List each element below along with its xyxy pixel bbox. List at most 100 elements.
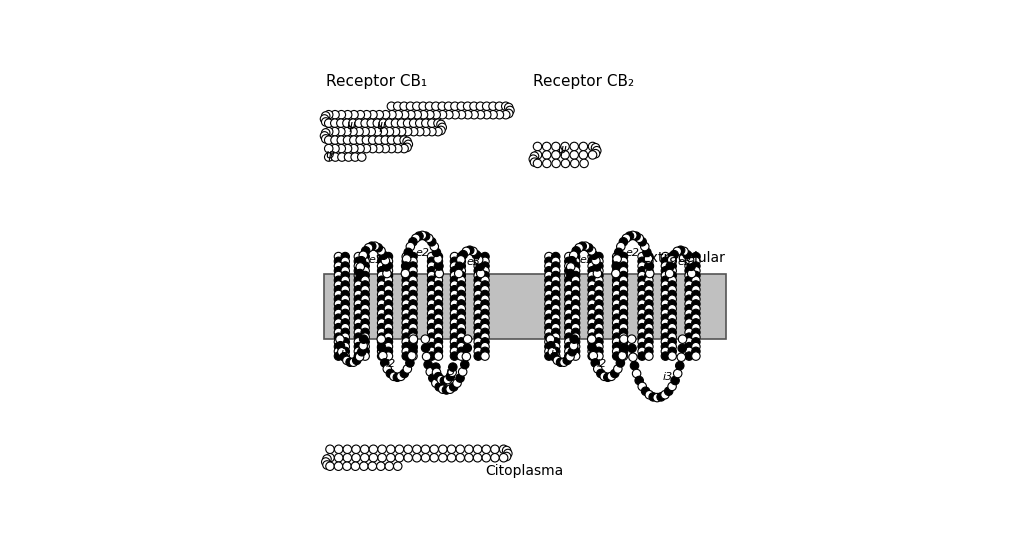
Circle shape bbox=[409, 347, 417, 356]
Circle shape bbox=[341, 347, 349, 356]
Circle shape bbox=[585, 244, 593, 252]
Circle shape bbox=[588, 343, 596, 352]
Circle shape bbox=[410, 128, 418, 136]
Circle shape bbox=[354, 323, 362, 332]
Circle shape bbox=[341, 276, 349, 284]
Circle shape bbox=[503, 446, 511, 455]
Circle shape bbox=[638, 382, 646, 390]
Circle shape bbox=[571, 276, 580, 284]
Circle shape bbox=[440, 376, 449, 385]
Circle shape bbox=[612, 343, 621, 351]
Circle shape bbox=[691, 276, 700, 284]
Circle shape bbox=[474, 309, 482, 318]
Circle shape bbox=[434, 372, 442, 381]
Circle shape bbox=[434, 333, 442, 342]
Circle shape bbox=[341, 257, 349, 266]
Text: e2: e2 bbox=[416, 248, 429, 257]
Circle shape bbox=[402, 137, 412, 146]
Circle shape bbox=[645, 267, 653, 275]
Circle shape bbox=[337, 144, 345, 153]
Circle shape bbox=[595, 333, 603, 342]
Circle shape bbox=[381, 256, 390, 265]
Circle shape bbox=[434, 295, 442, 304]
Circle shape bbox=[561, 151, 569, 159]
Circle shape bbox=[552, 276, 560, 284]
Circle shape bbox=[545, 285, 553, 294]
Circle shape bbox=[691, 309, 700, 318]
Circle shape bbox=[352, 454, 360, 462]
Circle shape bbox=[343, 462, 351, 470]
Circle shape bbox=[588, 343, 596, 351]
Circle shape bbox=[387, 144, 395, 153]
Circle shape bbox=[620, 285, 628, 294]
Circle shape bbox=[691, 285, 700, 294]
Circle shape bbox=[480, 300, 489, 308]
Circle shape bbox=[474, 328, 482, 337]
Circle shape bbox=[344, 153, 353, 161]
Circle shape bbox=[662, 280, 670, 289]
Circle shape bbox=[359, 462, 368, 470]
Circle shape bbox=[662, 323, 670, 332]
Circle shape bbox=[662, 352, 670, 360]
Circle shape bbox=[552, 347, 560, 356]
Circle shape bbox=[603, 373, 612, 382]
Circle shape bbox=[416, 128, 424, 136]
Circle shape bbox=[612, 262, 621, 270]
Circle shape bbox=[457, 285, 466, 294]
Circle shape bbox=[571, 318, 580, 327]
Circle shape bbox=[574, 244, 584, 252]
Circle shape bbox=[386, 369, 394, 378]
Circle shape bbox=[620, 305, 628, 313]
Circle shape bbox=[437, 126, 445, 135]
Circle shape bbox=[384, 318, 392, 327]
Circle shape bbox=[588, 323, 596, 332]
Circle shape bbox=[552, 159, 560, 168]
Circle shape bbox=[385, 119, 393, 128]
Circle shape bbox=[662, 300, 670, 308]
Circle shape bbox=[691, 347, 700, 356]
Circle shape bbox=[437, 120, 445, 129]
Circle shape bbox=[368, 462, 377, 470]
Circle shape bbox=[469, 247, 477, 256]
Circle shape bbox=[571, 309, 580, 318]
Circle shape bbox=[668, 328, 677, 337]
Circle shape bbox=[349, 144, 358, 153]
Circle shape bbox=[653, 393, 662, 402]
Circle shape bbox=[409, 343, 417, 351]
Circle shape bbox=[384, 276, 392, 284]
Circle shape bbox=[325, 111, 333, 119]
Circle shape bbox=[447, 368, 457, 377]
Circle shape bbox=[432, 363, 440, 371]
Circle shape bbox=[464, 335, 472, 343]
Circle shape bbox=[612, 347, 621, 356]
Circle shape bbox=[360, 445, 369, 454]
Circle shape bbox=[638, 280, 646, 289]
Circle shape bbox=[362, 136, 371, 144]
Circle shape bbox=[482, 454, 490, 462]
Circle shape bbox=[354, 252, 362, 261]
Circle shape bbox=[645, 333, 653, 342]
Circle shape bbox=[593, 270, 602, 278]
Circle shape bbox=[580, 151, 588, 159]
Circle shape bbox=[427, 318, 436, 327]
Circle shape bbox=[334, 343, 343, 351]
Circle shape bbox=[534, 159, 542, 168]
Text: e2: e2 bbox=[626, 248, 640, 257]
Circle shape bbox=[571, 314, 580, 322]
Circle shape bbox=[375, 136, 383, 144]
Circle shape bbox=[335, 454, 343, 462]
Circle shape bbox=[662, 333, 670, 342]
Circle shape bbox=[546, 335, 555, 343]
Circle shape bbox=[474, 300, 482, 308]
Circle shape bbox=[377, 246, 385, 255]
Circle shape bbox=[591, 359, 599, 367]
Circle shape bbox=[668, 318, 677, 327]
Circle shape bbox=[612, 314, 621, 322]
Circle shape bbox=[662, 318, 670, 327]
Circle shape bbox=[334, 314, 343, 322]
Circle shape bbox=[402, 276, 411, 284]
Circle shape bbox=[355, 119, 364, 128]
Circle shape bbox=[638, 352, 646, 360]
Circle shape bbox=[595, 318, 603, 327]
Circle shape bbox=[638, 262, 646, 270]
